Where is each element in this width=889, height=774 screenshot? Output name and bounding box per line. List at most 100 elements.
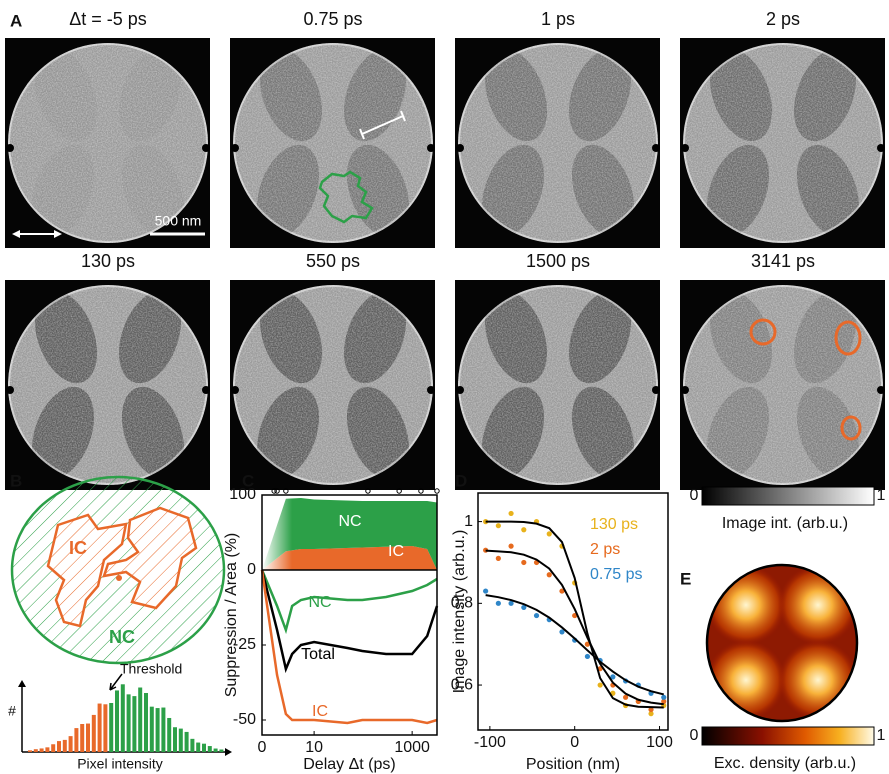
hist-bar	[51, 744, 55, 752]
hist-y-label: #	[8, 703, 16, 719]
point	[508, 511, 513, 516]
notch	[6, 144, 14, 152]
panel-b: IC NC Threshold # Pixel intensity	[8, 477, 232, 772]
hist-bar	[92, 715, 96, 752]
panel-letter: E	[680, 569, 691, 588]
image-title: 1500 ps	[526, 251, 590, 271]
hist-bar	[45, 747, 49, 752]
x-axis-label: Position (nm)	[526, 756, 620, 773]
x-tick-label: 1000	[394, 739, 430, 756]
hist-bar	[150, 707, 154, 752]
hist-bar	[103, 704, 107, 752]
series-label: IC	[388, 543, 404, 560]
notch	[427, 144, 435, 152]
hot-spot	[706, 640, 786, 720]
hist-bar	[109, 703, 113, 752]
colorbar-label: Image int. (arb.u.)	[722, 515, 848, 532]
hist-bar	[40, 748, 44, 752]
hist-bar	[57, 741, 61, 752]
plot-frame	[478, 493, 668, 730]
image-title: 0.75 ps	[303, 9, 362, 29]
x-tick-label: 100	[646, 734, 673, 751]
series-label: Total	[301, 646, 335, 663]
x-axis-label: Delay Δt (ps)	[303, 756, 395, 773]
point	[508, 544, 513, 549]
hot-spot	[706, 565, 786, 645]
x-tick-label: 10	[305, 739, 323, 756]
y-tick-label: -50	[233, 711, 256, 728]
panel-letter: B	[10, 471, 22, 490]
hist-bar	[28, 750, 32, 752]
hist-bar	[179, 729, 183, 752]
ic-label: IC	[69, 538, 87, 558]
colorbar-gray	[702, 487, 874, 505]
series-label: IC	[312, 703, 328, 720]
point	[521, 527, 526, 532]
notch	[681, 144, 689, 152]
hist-bar	[86, 724, 90, 752]
point	[496, 601, 501, 606]
hist-x-label: Pixel intensity	[77, 756, 163, 772]
panel-letter: A	[10, 11, 22, 30]
threshold-arrow	[110, 674, 122, 690]
colorbar-max: 1	[877, 487, 886, 504]
heatmap	[700, 560, 870, 730]
notch	[231, 144, 239, 152]
hist-bar	[127, 694, 131, 752]
notch	[427, 386, 435, 394]
ic-dot	[116, 575, 122, 581]
point	[534, 613, 539, 618]
x-tick-label: 0	[258, 739, 267, 756]
colorbar-min: 0	[690, 487, 699, 504]
y-tick-label: -25	[233, 636, 256, 653]
point	[547, 531, 552, 536]
hist-bar	[98, 704, 102, 752]
point	[496, 523, 501, 528]
legend-entry: 2 ps	[590, 541, 620, 558]
series-label: NC	[338, 513, 361, 530]
threshold-label: Threshold	[120, 661, 182, 677]
panel-d: 130 ps2 ps0.75 ps0.60.81-1000100Position…	[451, 493, 673, 773]
hist-bar	[173, 727, 177, 752]
hist-bar	[80, 724, 84, 752]
y-tick-label: 1	[464, 513, 473, 530]
hist-bar	[190, 739, 194, 752]
notch	[652, 144, 660, 152]
notch	[202, 144, 210, 152]
point	[598, 682, 603, 687]
notch	[877, 144, 885, 152]
image-title: 2 ps	[766, 9, 800, 29]
point	[547, 572, 552, 577]
figure: Δt = -5 ps0.75 ps1 ps2 ps130 ps550 ps150…	[0, 0, 889, 774]
hist-bar	[115, 690, 119, 752]
hist-bar	[196, 743, 200, 752]
colorbar-max: 1	[877, 727, 886, 744]
hot-spot	[778, 565, 858, 645]
y-axis-label: Image intensity (arb.u.)	[451, 530, 468, 694]
point	[585, 654, 590, 659]
image-title: 3141 ps	[751, 251, 815, 271]
point	[483, 588, 488, 593]
image-title: 1 ps	[541, 9, 575, 29]
notch	[202, 386, 210, 394]
hot-spot	[778, 640, 858, 720]
hist-bar	[132, 696, 136, 752]
x-tick-label: 0	[570, 734, 579, 751]
point	[661, 695, 666, 700]
hist-bar	[161, 708, 165, 752]
y-tick-label: 0	[247, 561, 256, 578]
nc-label: NC	[109, 627, 135, 647]
line	[262, 570, 437, 723]
delay-marker	[435, 489, 439, 493]
panel-letter: C	[242, 471, 254, 490]
panel-c: NCIC100Suppression / Area (%)NCTotalIC0-…	[223, 486, 439, 773]
image-title: 130 ps	[81, 251, 135, 271]
hist-bar	[121, 684, 125, 752]
panel-letter: D	[455, 471, 467, 490]
notch	[681, 386, 689, 394]
hist-bar	[34, 749, 38, 752]
notch	[877, 386, 885, 394]
notch	[456, 144, 464, 152]
notch	[6, 386, 14, 394]
